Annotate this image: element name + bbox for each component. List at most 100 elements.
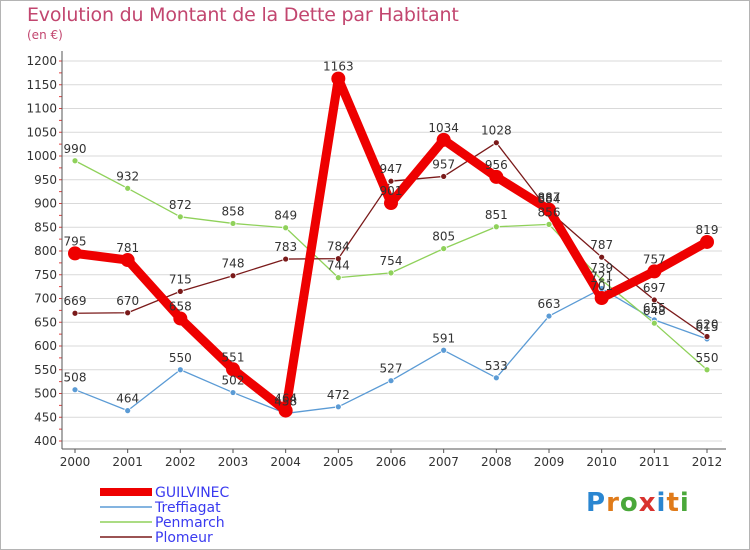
x-axis-ticks: 2000 2001 2002 2003 2004 2005 2006 2007 2008 2009…	[60, 449, 723, 469]
data-label-treffiagat-2002: 550	[169, 351, 192, 365]
data-label-treffiagat-2008: 533	[485, 359, 508, 373]
point-penmarch-2001	[124, 184, 132, 192]
data-label-plomeur-2004: 783	[274, 240, 297, 254]
y-tick-label: 650	[34, 315, 57, 329]
data-label-guilvinec-2001: 781	[116, 241, 139, 255]
legend-label-plomeur: Plomeur	[155, 530, 213, 546]
point-treffiagat-2001	[124, 407, 132, 415]
grid-lines	[62, 60, 722, 442]
y-tick-label: 1100	[26, 102, 57, 116]
y-tick-label: 800	[34, 244, 57, 258]
y-tick-label: 1050	[26, 125, 57, 139]
point-penmarch-2012	[703, 366, 711, 374]
data-label-treffiagat-2006: 527	[380, 362, 403, 376]
point-guilvinec-2006	[384, 196, 398, 211]
logo-letter: x	[638, 488, 657, 518]
y-tick-label: 1150	[26, 78, 57, 92]
point-penmarch-2005	[334, 274, 342, 282]
point-plomeur-2003	[229, 272, 237, 280]
data-label-treffiagat-2012: 615	[696, 320, 719, 334]
y-tick-label: 500	[34, 387, 57, 401]
logo-letter: i	[656, 488, 667, 518]
data-label-guilvinec-2012: 819	[696, 223, 719, 237]
point-treffiagat-2000	[71, 386, 79, 394]
point-penmarch-2011	[650, 319, 658, 327]
point-plomeur-2007	[440, 173, 448, 180]
data-label-guilvinec-2007: 1034	[428, 121, 459, 135]
x-tick-label: 2000	[60, 455, 91, 469]
data-label-penmarch-2004: 849	[274, 209, 297, 223]
data-label-plomeur-2011: 697	[643, 281, 666, 295]
point-penmarch-2007	[440, 245, 448, 253]
data-label-penmarch-2008: 851	[485, 208, 508, 222]
y-tick-label: 450	[34, 410, 57, 424]
data-label-penmarch-2003: 858	[222, 204, 245, 218]
data-label-treffiagat-2001: 464	[116, 392, 139, 406]
data-label-guilvinec-2010: 701	[590, 279, 613, 293]
data-label-plomeur-2001: 670	[116, 294, 139, 308]
logo-letter: P	[586, 488, 607, 518]
data-label-treffiagat-2003: 502	[222, 374, 245, 388]
x-tick-label: 2004	[270, 455, 301, 469]
data-label-plomeur-2007: 957	[432, 157, 455, 171]
data-label-penmarch-2006: 754	[380, 254, 403, 268]
data-label-penmarch-2011: 648	[643, 304, 666, 318]
data-label-treffiagat-2010: 721	[590, 270, 613, 284]
logo-letter: r	[606, 488, 620, 518]
point-guilvinec-2001	[120, 253, 135, 268]
legend-label-penmarch: Penmarch	[155, 515, 225, 531]
point-guilvinec-2008	[489, 169, 504, 184]
point-treffiagat-2006	[387, 377, 395, 385]
logo-letter: t	[666, 488, 680, 518]
point-guilvinec-2005	[331, 71, 346, 86]
data-label-treffiagat-2005: 472	[327, 388, 350, 402]
x-tick-label: 2009	[534, 455, 565, 469]
point-guilvinec-2012	[700, 234, 714, 249]
data-label-treffiagat-2011: 655	[643, 301, 666, 315]
x-tick-label: 2001	[112, 455, 143, 469]
data-label-guilvinec-2006: 901	[380, 184, 403, 198]
point-plomeur-2012	[703, 333, 711, 340]
point-penmarch-2006	[387, 269, 395, 277]
y-tick-label: 950	[34, 173, 57, 187]
data-label-penmarch-2001: 932	[116, 169, 139, 183]
point-plomeur-2011	[650, 296, 658, 304]
point-guilvinec-2003	[226, 362, 240, 377]
point-penmarch-2002	[176, 213, 184, 221]
data-label-treffiagat-2004: 458	[274, 394, 297, 408]
point-plomeur-2004	[282, 255, 290, 263]
point-guilvinec-2004	[278, 403, 293, 418]
data-label-penmarch-2002: 872	[169, 198, 192, 212]
x-tick-label: 2006	[376, 455, 407, 469]
data-label-guilvinec-2003: 551	[222, 350, 245, 364]
point-guilvinec-2007	[436, 132, 451, 147]
y-tick-label: 600	[34, 339, 57, 353]
logo-letter: o	[619, 488, 639, 518]
point-guilvinec-2011	[647, 264, 662, 279]
point-treffiagat-2005	[334, 403, 342, 411]
x-tick-label: 2012	[692, 455, 723, 469]
data-label-guilvinec-2011: 757	[643, 252, 666, 266]
data-label-guilvinec-2002: 658	[169, 299, 192, 313]
x-tick-label: 2007	[428, 455, 459, 469]
logo-letter: i	[679, 488, 690, 518]
point-treffiagat-2002	[176, 366, 184, 374]
point-plomeur-2002	[176, 287, 184, 295]
legend-label-treffiagat: Treffiagat	[154, 500, 221, 516]
point-guilvinec-2010	[594, 291, 609, 306]
point-treffiagat-2008	[492, 374, 500, 382]
data-label-guilvinec-2004: 464	[274, 392, 297, 406]
data-label-plomeur-2008: 1028	[481, 124, 512, 138]
point-penmarch-2008	[492, 223, 500, 231]
y-axis-ticks: 400 450 500 550 600 650 700 750 800 850 900 950 1000…	[26, 54, 57, 448]
data-label-treffiagat-2000: 508	[64, 371, 87, 385]
series-points	[68, 71, 714, 418]
data-label-plomeur-2009: 884	[538, 192, 561, 206]
point-penmarch-2004	[282, 224, 290, 232]
y-tick-label: 1200	[26, 54, 57, 68]
data-label-plomeur-2002: 715	[169, 272, 192, 286]
data-label-plomeur-2010: 787	[590, 238, 613, 252]
point-guilvinec-2009	[542, 202, 556, 217]
data-label-guilvinec-2005: 1163	[323, 60, 354, 74]
